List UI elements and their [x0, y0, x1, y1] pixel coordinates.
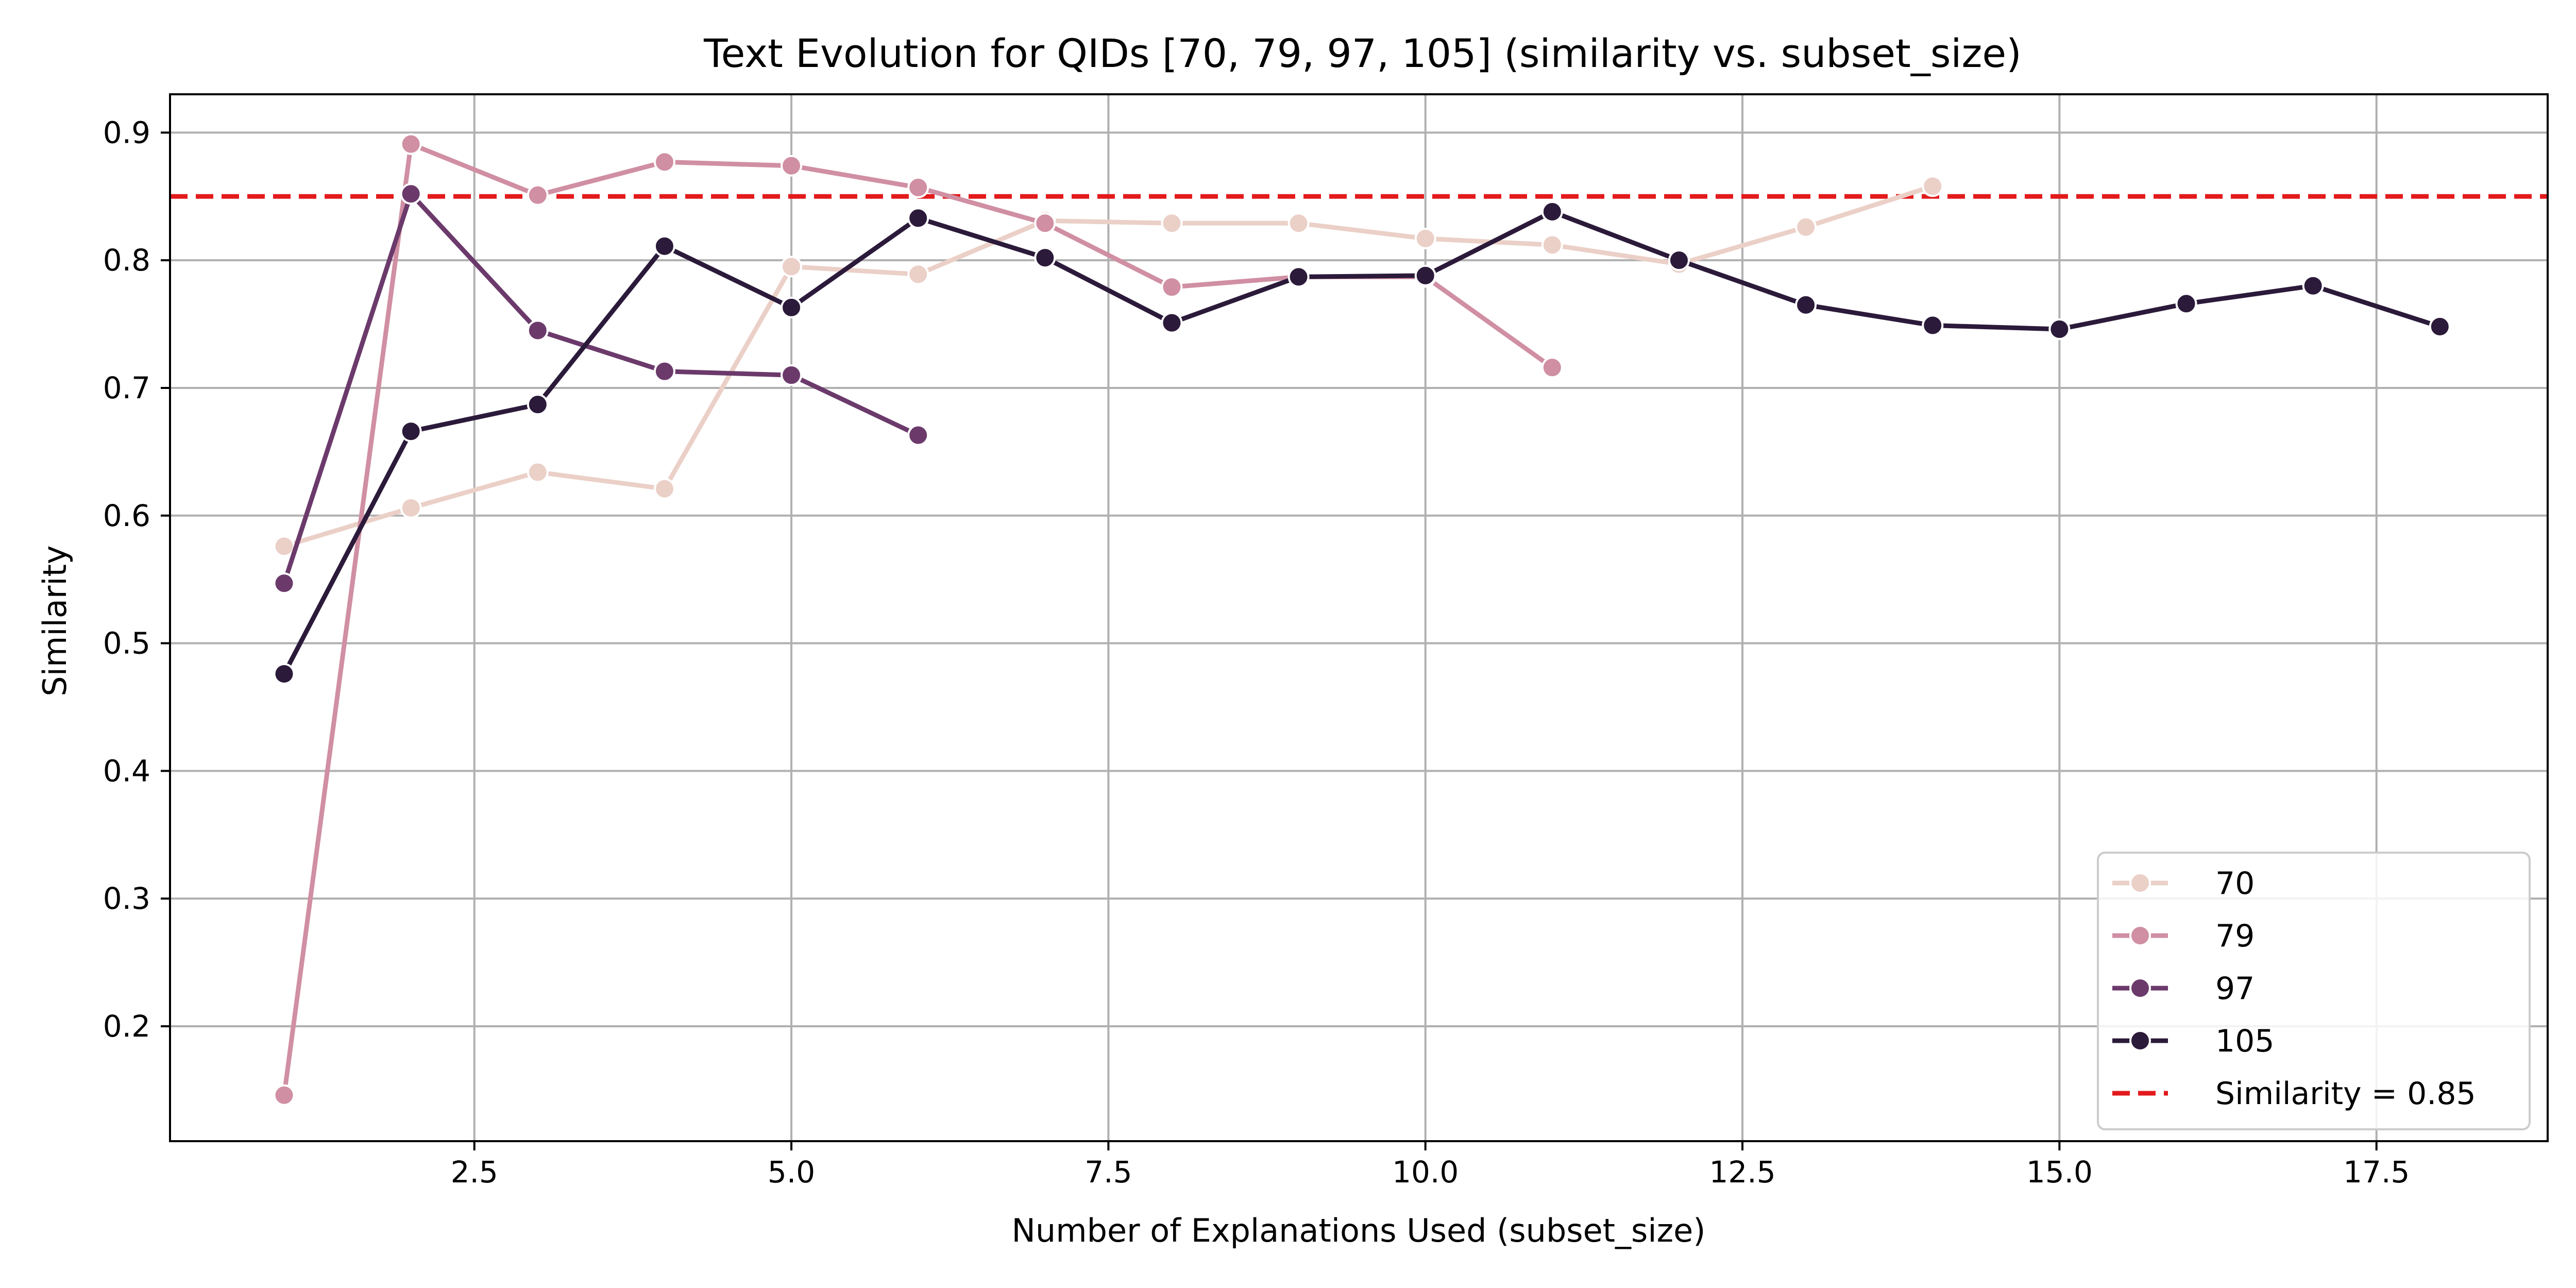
data-point-105: [1541, 200, 1563, 223]
legend-entries: 70 79 97 105 Similarity = 0.85: [2112, 866, 2476, 1112]
data-point-70: [1795, 216, 1817, 238]
data-point-70: [907, 263, 929, 285]
y-tick-label: 0.5: [103, 626, 150, 661]
data-point-105: [1922, 314, 1944, 336]
x-axis-ticks: 2.5 5.0 7.5 10.0 12.5 15.0 17.5: [451, 1141, 2410, 1190]
x-tick-label: 5.0: [768, 1155, 815, 1190]
legend-label-threshold: Similarity = 0.85: [2215, 1076, 2476, 1112]
y-tick-label: 0.2: [103, 1009, 150, 1044]
series-layer: [273, 133, 2451, 1106]
legend-label-79: 79: [2215, 918, 2255, 954]
data-point-105: [2175, 293, 2197, 315]
data-point-79: [907, 176, 929, 198]
data-point-70: [1287, 212, 1310, 234]
data-point-70: [400, 497, 422, 519]
legend-label-105: 105: [2215, 1023, 2275, 1059]
data-point-105: [2429, 316, 2451, 338]
grid-layer: [170, 94, 2548, 1141]
series-line-70: [282, 183, 1935, 549]
data-point-105: [907, 207, 929, 229]
data-point-70: [1161, 212, 1183, 234]
legend-marker-70: [2129, 872, 2151, 894]
y-axis-ticks: 0.2 0.3 0.4 0.5 0.6 0.7 0.8 0.9: [103, 115, 170, 1044]
data-point-97: [400, 183, 422, 205]
data-point-70: [1541, 234, 1563, 256]
data-point-97: [653, 360, 675, 382]
data-point-70: [1922, 175, 1944, 197]
series-97: [273, 183, 929, 595]
y-tick-label: 0.3: [103, 881, 150, 916]
legend: 70 79 97 105 Similarity = 0.85: [2097, 852, 2531, 1130]
data-point-97: [907, 424, 929, 446]
data-point-79: [1161, 276, 1183, 298]
data-point-105: [1414, 264, 1436, 286]
y-tick-label: 0.8: [103, 243, 150, 278]
data-point-105: [400, 420, 422, 443]
data-point-70: [527, 461, 549, 483]
series-105: [273, 200, 2451, 685]
x-tick-label: 12.5: [1709, 1155, 1775, 1190]
data-point-105: [1668, 249, 1690, 272]
data-point-79: [653, 151, 675, 173]
x-tick-label: 15.0: [2026, 1155, 2093, 1190]
plot-frame: [169, 93, 2549, 1142]
chart-title: Text Evolution for QIDs [70, 79, 97, 105…: [703, 30, 2022, 76]
y-axis-label: Similarity: [36, 545, 74, 696]
data-point-79: [1034, 212, 1056, 234]
data-point-79: [273, 1084, 295, 1106]
x-tick-label: 2.5: [451, 1155, 498, 1190]
data-point-105: [1795, 294, 1817, 316]
legend-label-70: 70: [2215, 866, 2255, 902]
data-point-105: [1034, 247, 1056, 269]
series-line-97: [282, 191, 921, 586]
data-point-105: [2048, 318, 2071, 340]
data-point-105: [273, 663, 295, 685]
data-point-105: [653, 235, 675, 257]
x-tick-label: 10.0: [1392, 1155, 1459, 1190]
legend-label-97: 97: [2215, 971, 2255, 1007]
data-point-79: [1541, 357, 1563, 379]
legend-marker-105: [2129, 1030, 2151, 1052]
y-tick-label: 0.9: [103, 115, 150, 150]
data-point-79: [527, 184, 549, 206]
y-tick-label: 0.4: [103, 753, 150, 788]
y-tick-label: 0.7: [103, 370, 150, 405]
x-tick-label: 7.5: [1084, 1155, 1132, 1190]
data-point-70: [273, 535, 295, 557]
data-point-97: [273, 572, 295, 595]
data-point-79: [400, 133, 422, 155]
y-tick-label: 0.6: [103, 498, 150, 533]
data-point-97: [527, 319, 549, 342]
data-point-105: [527, 394, 549, 416]
data-point-79: [781, 155, 803, 177]
data-point-70: [1414, 228, 1436, 250]
legend-marker-79: [2129, 925, 2151, 946]
legend-box: [2097, 852, 2531, 1130]
series-line-105: [282, 209, 2443, 676]
data-point-105: [781, 296, 803, 318]
x-axis-label: Number of Explanations Used (subset_size…: [1012, 1212, 1706, 1249]
x-tick-label: 17.5: [2343, 1155, 2410, 1190]
data-point-105: [1287, 266, 1310, 288]
data-point-70: [653, 478, 675, 500]
data-point-70: [781, 256, 803, 278]
data-point-105: [1161, 312, 1183, 334]
legend-marker-97: [2129, 977, 2151, 999]
data-point-105: [2302, 275, 2324, 297]
data-point-97: [781, 364, 803, 386]
